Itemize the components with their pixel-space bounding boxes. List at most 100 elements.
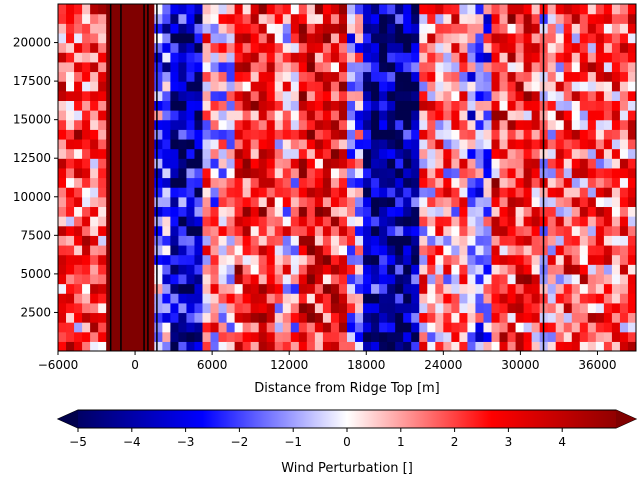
heatmap-cell: [627, 158, 636, 169]
heatmap-cell: [250, 52, 260, 63]
heatmap-cell: [403, 206, 412, 217]
heatmap-cell: [66, 254, 75, 265]
heatmap-cell: [459, 119, 469, 130]
heatmap-cell: [98, 206, 107, 217]
heatmap-cell: [611, 312, 621, 323]
heatmap-cell: [355, 52, 364, 63]
heatmap-cell: [338, 90, 348, 101]
heatmap-cell: [234, 312, 244, 323]
heatmap-cell: [603, 90, 613, 101]
heatmap-cell: [563, 81, 573, 92]
heatmap-cell: [547, 244, 557, 256]
heatmap-cell: [186, 177, 196, 188]
heatmap-cell: [274, 264, 284, 275]
heatmap-cell: [250, 341, 260, 351]
heatmap-cell: [403, 100, 412, 111]
heatmap-cell: [130, 206, 139, 217]
heatmap-cell: [58, 158, 67, 169]
heatmap-cell: [66, 187, 75, 198]
x-axis-label: Distance from Ridge Top [m]: [254, 381, 440, 396]
heatmap-cell: [266, 158, 276, 169]
heatmap-cell: [443, 4, 452, 15]
heatmap-cell: [451, 273, 460, 285]
heatmap-cell: [298, 148, 308, 159]
heatmap-cell: [210, 273, 220, 285]
heatmap-cell: [451, 110, 460, 121]
heatmap-cell: [603, 254, 613, 265]
heatmap-cell: [547, 196, 557, 208]
heatmap-cell: [435, 206, 444, 217]
heatmap-cell: [130, 90, 139, 101]
heatmap-cell: [387, 158, 396, 169]
heatmap-cell: [98, 177, 107, 188]
heatmap-cell: [563, 32, 573, 44]
heatmap-cell: [627, 264, 636, 275]
heatmap-cell: [427, 177, 436, 188]
heatmap-cell: [114, 138, 123, 150]
heatmap-cell: [363, 138, 372, 150]
heatmap-cell: [531, 302, 541, 314]
ridge-marker-lines: [109, 4, 545, 351]
heatmap-cell: [274, 293, 284, 304]
heatmap-cell: [363, 331, 372, 342]
heatmap-cell: [483, 90, 493, 101]
heatmap-cell: [58, 119, 67, 130]
heatmap-cell: [547, 110, 557, 121]
heatmap-cell: [322, 52, 332, 63]
heatmap-cell: [619, 90, 629, 101]
heatmap-cell: [475, 283, 485, 294]
heatmap-cell: [194, 244, 204, 256]
heatmap-cell: [338, 13, 348, 24]
heatmap-cell: [178, 90, 188, 101]
heatmap-cell: [619, 254, 629, 265]
heatmap-cell: [170, 110, 180, 121]
heatmap-cell: [250, 312, 260, 323]
heatmap-cell: [507, 273, 517, 285]
heatmap-cell: [515, 206, 525, 217]
heatmap-cell: [587, 331, 597, 342]
heatmap-cell: [619, 13, 629, 24]
heatmap-cell: [587, 61, 597, 73]
heatmap-cell: [419, 42, 428, 53]
heatmap-cell: [451, 225, 460, 236]
heatmap-cell: [515, 264, 525, 275]
heatmap-cell: [330, 167, 340, 179]
heatmap-cell: [258, 341, 268, 351]
heatmap-cell: [467, 81, 477, 92]
heatmap-cell: [459, 4, 469, 15]
heatmap-cell: [555, 206, 565, 217]
heatmap-cell: [282, 341, 292, 351]
heatmap-cell: [395, 13, 404, 24]
heatmap-cell: [234, 322, 244, 333]
heatmap-cell: [355, 341, 364, 351]
heatmap-cell: [467, 119, 477, 130]
heatmap-cell: [531, 283, 541, 294]
heatmap-field: [58, 4, 636, 351]
heatmap-cell: [290, 235, 300, 246]
heatmap-cell: [298, 90, 308, 101]
heatmap-cell: [467, 341, 477, 351]
heatmap-cell: [178, 293, 188, 304]
heatmap-cell: [146, 42, 155, 53]
heatmap-cell: [395, 119, 404, 130]
heatmap-cell: [274, 71, 284, 82]
heatmap-cell: [234, 4, 244, 15]
heatmap-cell: [531, 322, 541, 333]
heatmap-cell: [427, 81, 436, 92]
heatmap-cell: [419, 225, 428, 236]
heatmap-cell: [595, 254, 605, 265]
heatmap-cell: [587, 177, 597, 188]
heatmap-cell: [186, 331, 196, 342]
heatmap-cell: [547, 312, 557, 323]
heatmap-cell: [162, 42, 171, 53]
heatmap-cell: [82, 90, 91, 101]
heatmap-cell: [90, 273, 99, 285]
heatmap-cell: [226, 254, 236, 265]
heatmap-cell: [178, 302, 188, 314]
heatmap-cell: [178, 158, 188, 169]
heatmap-cell: [595, 119, 605, 130]
heatmap-cell: [507, 110, 517, 121]
heatmap-cell: [571, 235, 581, 246]
heatmap-cell: [194, 206, 204, 217]
heatmap-cell: [483, 187, 493, 198]
